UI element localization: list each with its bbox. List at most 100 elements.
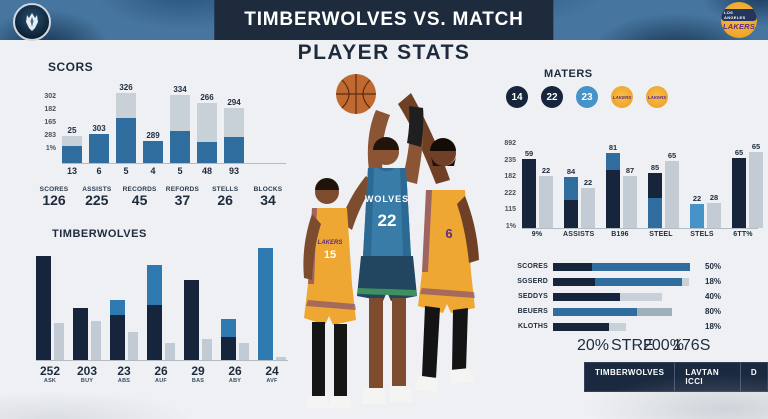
- hbar-segment: [553, 322, 609, 331]
- category-value: 24: [265, 364, 279, 378]
- maters-baseline: [522, 228, 758, 229]
- bar-segment-gray: [665, 160, 679, 228]
- main-bar: [36, 255, 51, 360]
- hbar-row: KLOTHS 18%: [502, 322, 758, 331]
- player-left-lakers: LAKERS 15: [303, 176, 374, 408]
- hbar-percent: 18%: [705, 322, 721, 331]
- y-tick: 115: [504, 206, 516, 213]
- match-title: TIMBERWOLVES VS. MATCH: [244, 9, 524, 30]
- bar-segment-gray: [581, 187, 595, 228]
- bar-column: 334: [170, 85, 190, 163]
- hbar-track: [553, 322, 693, 331]
- timberwolves-chart-title: TIMBERWOLVES: [52, 228, 147, 240]
- bar-segment-dark: [143, 140, 163, 163]
- x-category: 24 AVF: [258, 364, 286, 384]
- hbar-track: [553, 307, 693, 316]
- main-bar: [258, 248, 273, 360]
- scors-baseline: [62, 163, 286, 164]
- x-tick: 176S: [673, 337, 710, 355]
- bar-segment-dark: [197, 142, 217, 163]
- bar-segment-navy: [110, 314, 125, 360]
- opponent-bar: [539, 175, 553, 228]
- x-category: 23ABS: [110, 364, 138, 384]
- swirl-decoration-bottom-left: [0, 359, 260, 419]
- bar-segment-dark: [62, 145, 82, 163]
- bar-column: 85: [648, 163, 662, 228]
- category-sub: BUY: [73, 378, 101, 384]
- bar-group: 65 65: [732, 143, 763, 228]
- stacked-bar: [62, 135, 82, 163]
- main-bar: [147, 264, 162, 360]
- maters-section: MATERS 14 22 23 LAKERS LAKERS: [498, 68, 754, 108]
- category-value: 29: [184, 364, 212, 378]
- bar-column: 87: [623, 165, 637, 228]
- maters-badges: 14 22 23 LAKERS LAKERS: [506, 86, 754, 108]
- bar-column: 25: [62, 126, 82, 163]
- bar-segment-light: [62, 135, 82, 146]
- hbar-segment: [609, 322, 626, 331]
- bar-segment-dark: [170, 130, 190, 163]
- bar-segment-navy: [184, 280, 199, 360]
- lakers-logo: LOS ANGELES LAKERS: [721, 2, 757, 38]
- x-category: 29BAS: [184, 364, 212, 384]
- bar-value-label: 81: [608, 143, 618, 153]
- bar-column: 65: [732, 149, 746, 228]
- x-tick: 5: [177, 166, 183, 176]
- timberwolves-x-axis: 252ASK203BUY23ABS26AUF29BAS26ABY24AVF: [36, 364, 288, 384]
- footer-strip: TIMBERWOLVESLAVTAN ICCID: [584, 362, 768, 392]
- bar-column: 22: [539, 166, 553, 228]
- lakers-mini-logo-word: LAKERS: [612, 94, 632, 100]
- opponent-bar: [665, 160, 679, 228]
- center-jersey-number: 22: [378, 211, 397, 230]
- bar-group: [110, 299, 138, 360]
- x-tick: 20%: [577, 337, 609, 355]
- main-bar: [110, 299, 125, 360]
- player-center-wolves: WOLVES 22: [336, 74, 424, 404]
- footer-cell: TIMBERWOLVES: [585, 363, 674, 391]
- maters-x-axis: 9% ASSISTS B196 STEEL STELS 6TT%: [496, 231, 758, 238]
- bar-column: 303: [89, 124, 109, 163]
- player-number-badge: 22: [541, 86, 563, 108]
- bar-value-label: 303: [92, 123, 106, 133]
- bar-segment-steel: [147, 264, 162, 305]
- hbar-rows: SCORES 50% SGSERD 18% SEDDYS 40% BEUERS 80% KLOT…: [502, 262, 758, 331]
- hbar-row: SCORES 50%: [502, 262, 758, 271]
- bar-column: 289: [143, 131, 163, 163]
- stat-label: ASSISTS: [82, 186, 112, 193]
- gray-bar: [202, 338, 212, 360]
- bar-value-label: 87: [625, 165, 635, 175]
- opponent-bar: [623, 175, 637, 228]
- y-tick: 222: [504, 189, 516, 197]
- hbar-row: SEDDYS 40%: [502, 292, 758, 301]
- category-sub: AVF: [266, 378, 278, 384]
- hbar-x-axis: 20%STRE200%176S: [553, 337, 710, 354]
- bar-segment-light: [116, 93, 136, 118]
- hbar-segment: [637, 307, 672, 316]
- stat-item: SCORES 126: [36, 186, 72, 208]
- lakers-logo-word: LAKERS: [722, 22, 756, 31]
- match-title-box: TIMBERWOLVES VS. MATCH: [214, 0, 554, 40]
- x-tick: STEEL: [649, 231, 673, 238]
- gray-bar: [165, 343, 175, 360]
- bar-segment-steel: [258, 248, 273, 360]
- hbar-label: SEDDYS: [518, 293, 548, 300]
- hbar-segment: [553, 307, 637, 316]
- y-tick: 1%: [45, 145, 56, 152]
- bar-segment-steel: [606, 153, 620, 170]
- bar-value-label: 22: [692, 193, 702, 203]
- bar-segment-gray: [707, 203, 721, 228]
- opponent-bar: [581, 187, 595, 228]
- bar-segment-navy: [732, 158, 746, 228]
- hbar-percent: 50%: [705, 262, 722, 271]
- stat-value: 26: [217, 192, 233, 208]
- y-tick: 302: [44, 93, 56, 100]
- gray-bar: [54, 323, 64, 360]
- hbar-row: SGSERD 18%: [502, 277, 758, 286]
- bar-segment-steel: [564, 177, 578, 201]
- bar-group: [73, 308, 101, 360]
- bar-group: [258, 248, 286, 360]
- y-tick: 235: [504, 156, 516, 164]
- page-title: PLAYER STATS: [297, 41, 471, 64]
- bar-group: 85 65: [648, 151, 679, 228]
